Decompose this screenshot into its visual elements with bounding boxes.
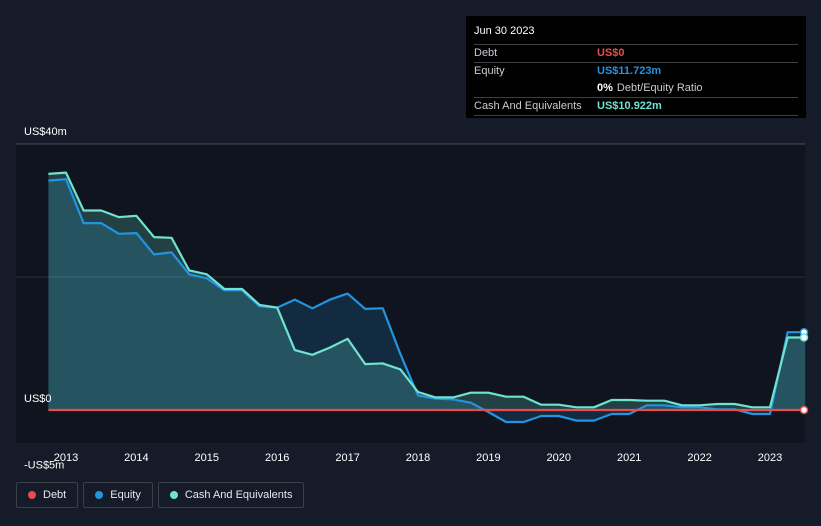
x-axis-label: 2021 <box>617 452 641 464</box>
tooltip-date: Jun 30 2023 <box>474 25 535 37</box>
tooltip-debt-value: US$0 <box>597 47 625 59</box>
y-axis-label: US$40m <box>24 126 67 138</box>
y-axis-label: -US$5m <box>24 459 64 471</box>
tooltip-equity-value: US$11.723m <box>597 65 662 77</box>
x-axis-label: 2019 <box>476 452 500 464</box>
tooltip-row-equity: Equity US$11.723m <box>474 62 798 80</box>
plot-background <box>16 144 805 443</box>
equity-area <box>48 179 806 422</box>
x-axis-label: 2016 <box>265 452 289 464</box>
legend-item-cash[interactable]: Cash And Equivalents <box>157 482 305 508</box>
x-axis-label: 2013 <box>54 452 78 464</box>
cash-line <box>48 171 806 409</box>
tooltip-panel: Jun 30 2023 Debt US$0 Equity US$11.723m … <box>466 16 806 118</box>
legend-item-debt[interactable]: Debt <box>16 482 79 508</box>
x-axis-label: 2020 <box>547 452 571 464</box>
x-axis-label: 2017 <box>335 452 359 464</box>
tooltip-row-ratio: 0% Debt/Equity Ratio <box>474 80 798 97</box>
x-axis-label: 2022 <box>687 452 711 464</box>
x-axis-label: 2023 <box>758 452 782 464</box>
debt-dot-icon <box>28 491 36 499</box>
equity-dot-icon <box>95 491 104 499</box>
cash-area <box>48 172 806 410</box>
tooltip-ratio-label: Debt/Equity Ratio <box>616 82 703 94</box>
tooltip-cash-label: Cash And Equivalents <box>474 100 582 112</box>
legend-cash-label: Cash And Equivalents <box>184 489 293 501</box>
legend-equity-label: Equity <box>110 489 141 501</box>
tooltip-cash-value: US$10.922m <box>597 100 662 112</box>
tooltip-row-cash: Cash And Equivalents US$10.922m <box>474 97 798 116</box>
tooltip-ratio-value: 0% <box>597 82 613 94</box>
equity-line <box>48 178 806 424</box>
legend: Debt Equity Cash And Equivalents <box>16 482 305 508</box>
y-axis-label: US$0 <box>24 393 52 405</box>
legend-debt-label: Debt <box>43 489 67 501</box>
tooltip-debt-label: Debt <box>474 47 498 59</box>
debt-end-marker <box>799 405 809 415</box>
x-axis-label: 2015 <box>195 452 219 464</box>
cash-dot-icon <box>169 491 178 499</box>
tooltip-row-debt: Debt US$0 <box>474 44 798 62</box>
cash-and-equivalents-end-marker <box>799 333 809 342</box>
x-axis-label: 2014 <box>124 452 148 464</box>
tooltip-equity-label: Equity <box>474 65 505 77</box>
legend-item-equity[interactable]: Equity <box>83 482 153 508</box>
x-axis-label: 2018 <box>406 452 430 464</box>
